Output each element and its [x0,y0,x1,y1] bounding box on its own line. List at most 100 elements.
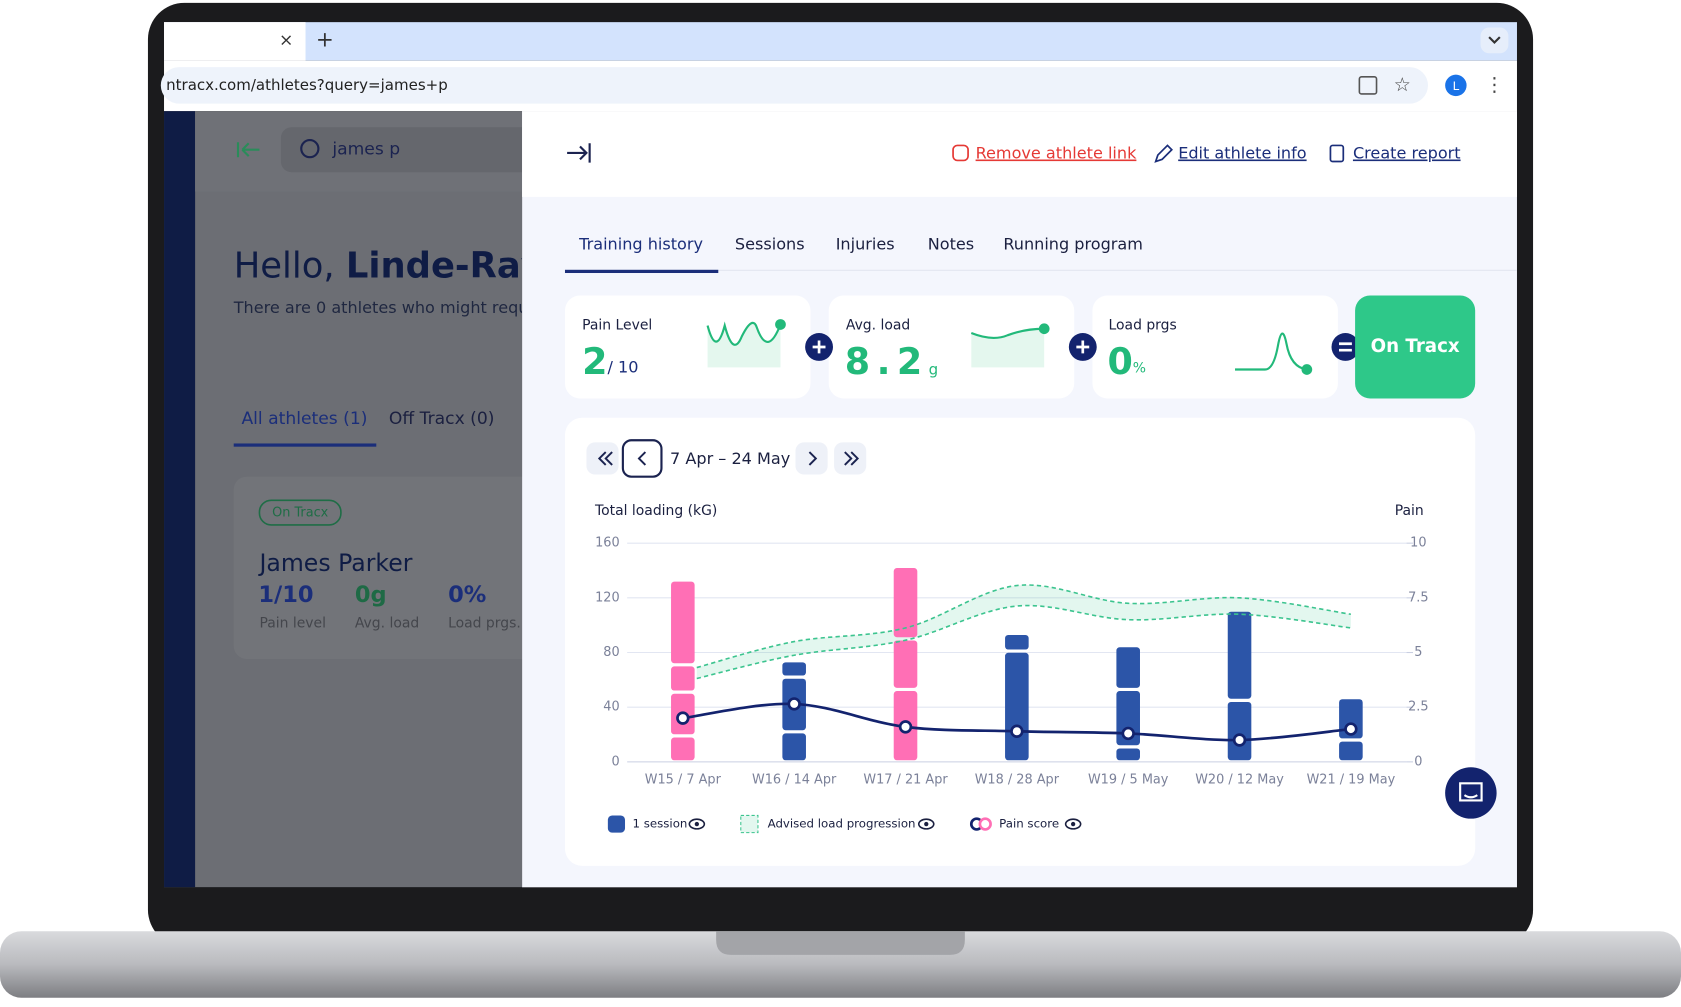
chevron [808,451,818,466]
report-icon [1329,144,1345,163]
sparkline-fill [707,322,781,368]
equals-icon [1331,333,1360,361]
browser-tab[interactable] [164,22,306,61]
pain-point [676,711,690,725]
panel-tab[interactable]: Training history [578,235,703,254]
eye-icon [688,818,706,830]
tab-underline [233,443,377,447]
new-tab[interactable]: + [316,27,334,52]
athlete-name: James Parker [257,549,412,577]
sparkline-dot [775,319,786,330]
panel-tab[interactable]: Notes [928,235,974,254]
eye-icon [917,818,935,830]
tab-menu[interactable] [1480,27,1509,54]
kpi-card [564,295,811,399]
bar-segment [1005,652,1029,761]
kpi-card [1092,295,1338,399]
athlete-card[interactable] [233,476,545,659]
legend-label: Pain score [999,817,1059,831]
chevron [637,451,647,466]
greeting: Hello, Linde-Rave [234,246,568,287]
kpi-unit: % [1133,360,1146,376]
bar-segment [1005,634,1029,650]
kpi-unit: g [929,360,939,378]
x-tick-label: W20 / 12 May [1195,773,1284,788]
y2-axis-title: Pain [1395,503,1424,519]
status-text: On Tracx [1371,336,1460,357]
chat-icon [1459,782,1483,802]
sparkline [970,327,1045,339]
equals-sign [1339,342,1352,352]
tab-close[interactable]: × [279,30,293,50]
bar-segment [671,737,695,761]
stat-label: Pain level [259,616,326,632]
kpi-value: 2/ 10 [582,340,638,383]
panel-tab[interactable]: Sessions [735,235,805,254]
panel-header [522,111,1517,197]
stat-value: 0g [355,582,387,608]
chat-button[interactable] [1445,767,1497,819]
sidebar-tab[interactable]: Off Tracx (0) [389,409,495,429]
first-btn[interactable] [586,442,619,475]
kpi-value: 0% [1107,340,1146,383]
y-tick-label: 120 [595,590,620,605]
remove-link[interactable]: Remove athlete link [976,144,1137,163]
bar-segment [1227,611,1252,699]
kpi-label: Pain Level [582,318,652,334]
bar-segment [893,640,918,688]
x-tick-label: W19 / 5 May [1088,773,1169,788]
user-name: Linde-Rave [346,246,568,287]
plot: 0 40 80 120 160 0 2.5 5 7.5 10 W15 / 7 Apr W16 / 14… [595,536,1428,788]
laptop-notch [716,931,965,955]
pain-point [898,720,913,734]
subtitle: There are 0 athletes who might requir [233,298,540,317]
stat-label: Load prgs. [448,616,521,632]
edit-info[interactable]: Edit athlete info [1178,144,1306,163]
y2-tick-label: 0 [1414,754,1422,769]
bar-segment [671,666,695,691]
bookmark-icon[interactable]: ☆ [1394,73,1411,96]
pain-point [1010,724,1024,738]
y2-tick-label: 5 [1414,645,1422,660]
advised-lower [696,604,1351,680]
translate-icon[interactable] [1358,76,1378,95]
collapse-icon[interactable] [236,142,260,158]
avatar[interactable] [1445,74,1467,97]
search-box[interactable] [280,127,538,173]
badge [258,499,342,526]
y2-tick-label: 10 [1410,536,1426,551]
sparkline [1235,332,1308,371]
menu[interactable]: ⋮ [1485,73,1504,96]
sparkline-dot [1301,364,1313,375]
greeting-text: Hello, [234,246,346,287]
kpi-number: 2 [582,340,607,383]
stat-label: Avg. load [355,616,419,632]
laptop-base [0,931,1681,998]
kpi-unit: / 10 [607,357,638,376]
stat-value: 0% [448,582,486,608]
panel-tab[interactable]: Injuries [836,235,895,254]
bar-segment [782,733,806,761]
plus-sign [1076,340,1090,354]
legend-swatch [740,814,759,834]
edit-icon [1154,144,1173,163]
address-bar[interactable] [160,67,1428,104]
legend-label: 1 session [633,817,688,831]
y-tick-label: 40 [603,700,619,715]
close-panel[interactable] [567,143,591,163]
prev-btn[interactable] [621,439,663,478]
sidebar-tab[interactable]: All athletes (1) [241,409,367,429]
panel-tab[interactable]: Running program [1003,235,1143,254]
create-report[interactable]: Create report [1353,144,1461,163]
pain-point [787,697,801,711]
kpi-card [828,295,1075,399]
status-card [1355,295,1476,399]
y-axis-title: Total loading (kG) [594,503,717,519]
next-btn[interactable] [795,442,828,475]
tab-underline [564,269,719,274]
x-tick-label: W18 / 28 Apr [975,773,1060,788]
x-tick-label: W17 / 21 Apr [863,773,948,788]
bar-segment [671,581,695,664]
pain-point [1121,726,1135,741]
